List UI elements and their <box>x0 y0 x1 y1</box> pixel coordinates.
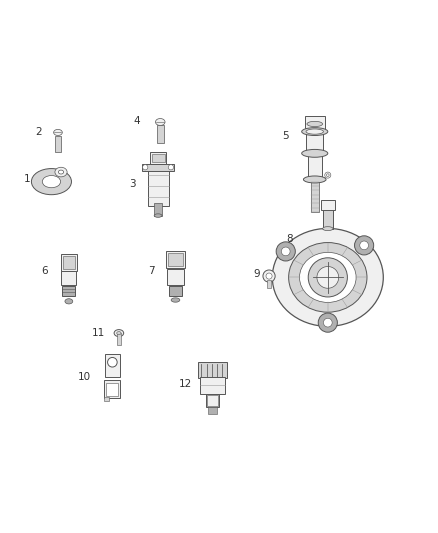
Ellipse shape <box>58 170 64 174</box>
Text: 5: 5 <box>282 131 289 141</box>
Bar <box>154 204 162 215</box>
Circle shape <box>143 165 148 170</box>
Bar <box>311 178 319 212</box>
Bar <box>205 394 219 407</box>
Bar <box>307 132 323 154</box>
Ellipse shape <box>53 130 62 135</box>
Circle shape <box>326 174 329 176</box>
Bar <box>106 383 118 396</box>
Ellipse shape <box>306 129 323 134</box>
Ellipse shape <box>289 243 367 312</box>
Text: 1: 1 <box>24 174 31 184</box>
Bar <box>167 269 184 285</box>
Circle shape <box>308 258 347 297</box>
Bar <box>166 251 185 268</box>
Ellipse shape <box>65 298 73 304</box>
Ellipse shape <box>304 176 326 183</box>
Circle shape <box>360 241 368 250</box>
Bar <box>267 280 271 288</box>
Bar <box>305 116 325 132</box>
Bar <box>208 407 217 415</box>
Bar <box>200 377 225 394</box>
Bar <box>168 253 183 266</box>
Bar <box>105 353 120 377</box>
Ellipse shape <box>42 175 60 188</box>
Text: 12: 12 <box>178 379 192 389</box>
Text: 2: 2 <box>35 126 42 136</box>
Bar <box>308 154 322 180</box>
Bar <box>117 333 121 345</box>
Bar <box>207 395 218 406</box>
Bar <box>152 154 165 162</box>
Bar <box>61 271 76 285</box>
Ellipse shape <box>32 168 71 195</box>
Circle shape <box>108 358 117 367</box>
Bar <box>142 164 174 171</box>
Bar <box>148 168 169 206</box>
Ellipse shape <box>272 229 383 326</box>
Ellipse shape <box>117 332 121 335</box>
Circle shape <box>168 165 173 170</box>
Bar <box>321 200 335 210</box>
Bar <box>55 136 61 152</box>
Ellipse shape <box>55 167 67 177</box>
Circle shape <box>354 236 374 255</box>
Text: 3: 3 <box>130 179 136 189</box>
Circle shape <box>263 270 275 282</box>
Text: 7: 7 <box>148 266 155 276</box>
Circle shape <box>325 172 331 178</box>
Bar <box>104 379 120 398</box>
Text: 8: 8 <box>286 234 293 244</box>
Text: 4: 4 <box>133 116 140 126</box>
Text: 6: 6 <box>41 266 48 276</box>
Circle shape <box>266 273 272 279</box>
Ellipse shape <box>302 149 328 157</box>
Circle shape <box>317 266 339 288</box>
Ellipse shape <box>171 298 180 302</box>
Bar <box>150 151 166 164</box>
Bar <box>62 286 75 296</box>
Circle shape <box>276 242 295 261</box>
Bar <box>322 200 333 229</box>
Ellipse shape <box>322 227 333 231</box>
Ellipse shape <box>302 128 328 135</box>
Bar <box>157 125 164 143</box>
Ellipse shape <box>307 122 322 126</box>
Text: 10: 10 <box>78 373 91 383</box>
Text: 9: 9 <box>254 269 260 279</box>
Bar <box>169 286 183 296</box>
Circle shape <box>281 247 290 256</box>
Ellipse shape <box>155 118 165 125</box>
Bar <box>104 397 109 400</box>
Ellipse shape <box>114 329 124 336</box>
Circle shape <box>318 313 337 332</box>
Circle shape <box>323 318 332 327</box>
Bar <box>63 256 75 269</box>
Text: 11: 11 <box>92 328 106 338</box>
Ellipse shape <box>300 252 356 302</box>
Bar <box>198 362 226 378</box>
Ellipse shape <box>154 214 162 217</box>
Bar <box>60 254 77 271</box>
